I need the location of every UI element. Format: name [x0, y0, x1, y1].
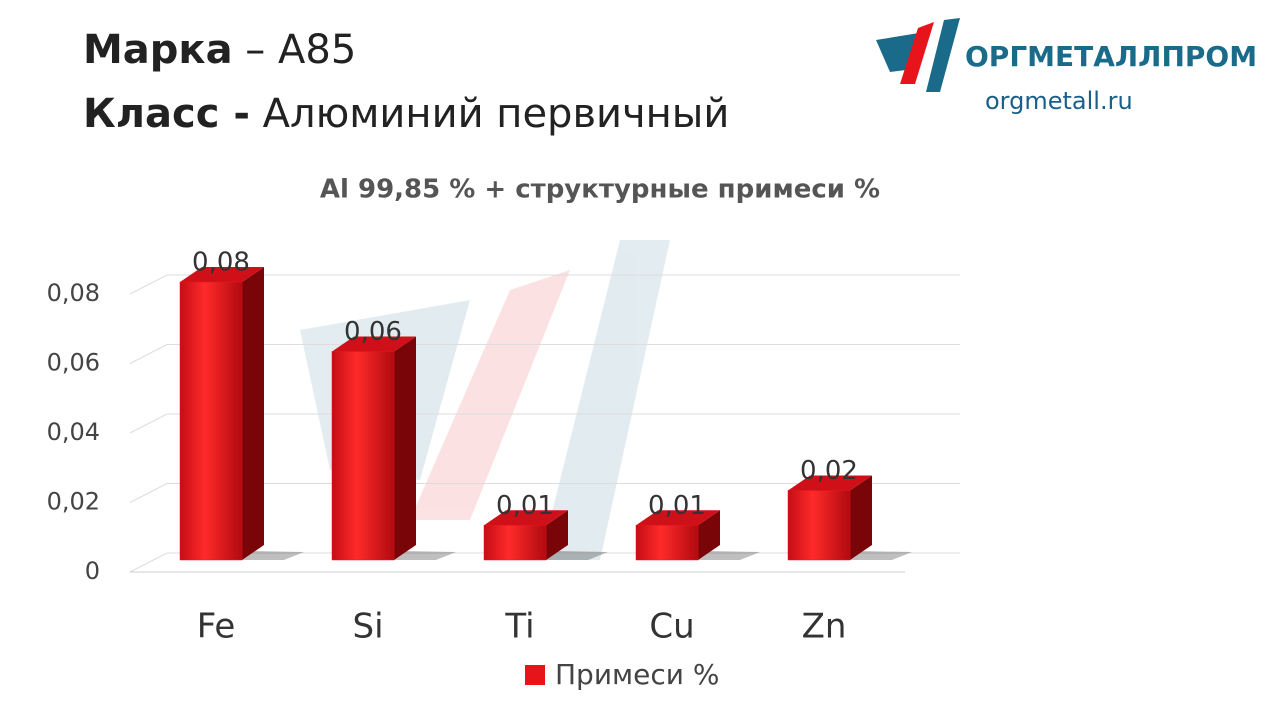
- bar-top: [636, 510, 720, 526]
- bar-side: [698, 510, 720, 560]
- data-label: 0,06: [344, 317, 402, 347]
- bar-top: [332, 336, 416, 352]
- bar: [787, 490, 851, 561]
- grid-line: [129, 344, 960, 364]
- bar-top: [788, 475, 872, 491]
- data-label: 0,01: [496, 491, 554, 521]
- class-line: Класс - Алюминий первичный: [83, 91, 729, 137]
- bar-side: [394, 336, 416, 560]
- bar-side: [850, 475, 872, 560]
- x-tick-label: Ti: [504, 607, 534, 647]
- y-tick-label: 0,02: [47, 488, 100, 516]
- class-value: Алюминий первичный: [263, 91, 730, 137]
- bar: [635, 525, 699, 561]
- logo-name: ОРГМЕТАЛЛПРОМ: [965, 40, 1257, 73]
- brand-label: Марка: [83, 27, 233, 73]
- brand-value: – А85: [245, 27, 356, 73]
- data-label: 0,08: [192, 248, 250, 278]
- brand-line: Марка – А85: [83, 27, 356, 73]
- chart-title: Al 99,85 % + структурные примеси %: [320, 175, 880, 205]
- legend-swatch: [525, 665, 545, 685]
- data-label: 0,02: [800, 456, 858, 486]
- x-tick-label: Zn: [802, 607, 847, 647]
- class-label: Класс -: [83, 91, 250, 137]
- x-tick-label: Si: [352, 607, 383, 647]
- legend-label: Примеси %: [555, 658, 719, 691]
- x-tick-label: Cu: [649, 607, 694, 647]
- y-tick-label: 0,08: [47, 279, 100, 307]
- x-tick-label: Fe: [197, 607, 236, 647]
- y-tick-label: 0,04: [47, 418, 100, 446]
- y-tick-label: 0: [85, 557, 100, 585]
- grid-line: [129, 413, 960, 434]
- y-tick-label: 0,06: [47, 349, 100, 377]
- data-label: 0,01: [648, 491, 706, 521]
- bar-top: [484, 510, 568, 526]
- bar: [331, 351, 395, 561]
- logo: ОРГМЕТАЛЛПРОМ orgmetall.ru: [876, 18, 1257, 115]
- bar-top: [180, 267, 264, 282]
- bar-side: [242, 267, 264, 560]
- bar-side: [546, 510, 568, 560]
- grid-line: [129, 274, 960, 295]
- grid-line: [129, 483, 960, 503]
- logo-url: orgmetall.ru: [985, 87, 1133, 115]
- bar: [483, 525, 547, 561]
- bar: [179, 281, 243, 561]
